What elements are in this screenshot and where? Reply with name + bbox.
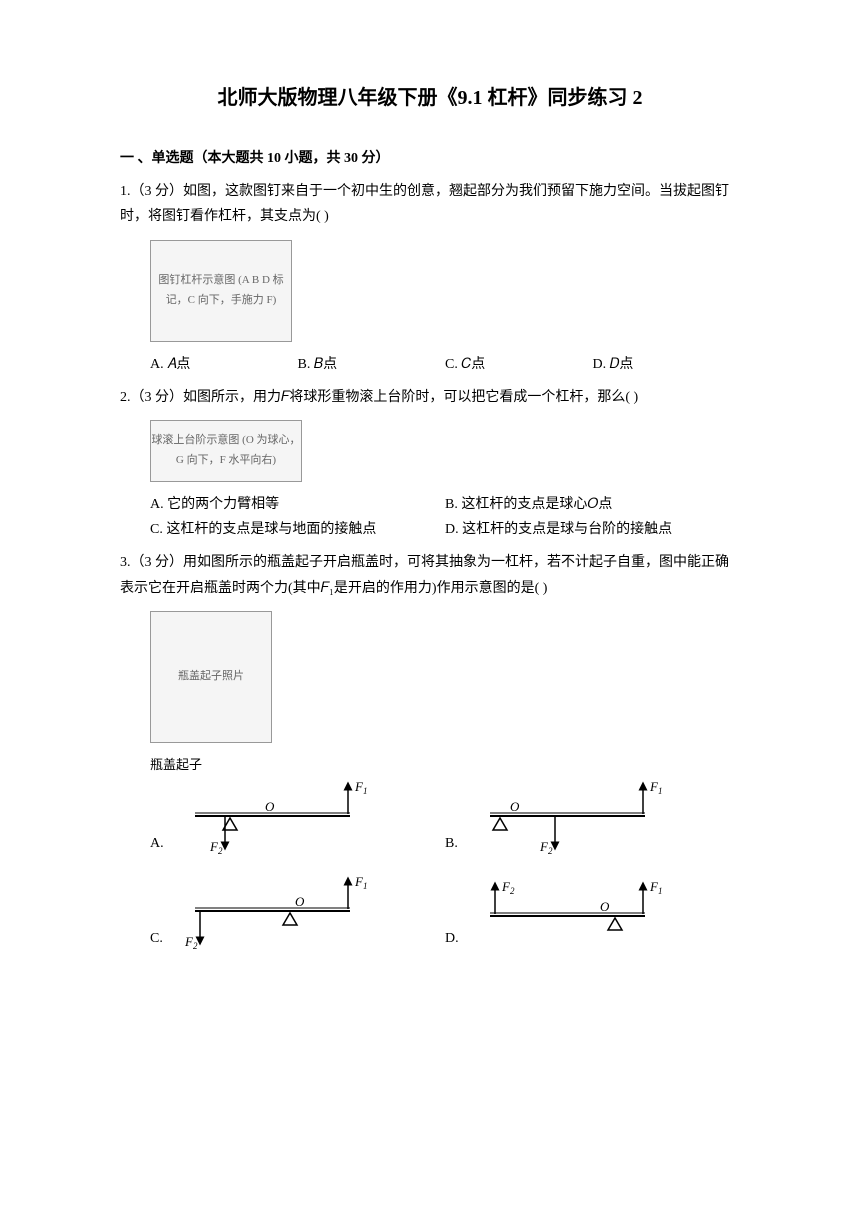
svg-text:O: O	[295, 894, 305, 909]
lever-diagram-B: O F1 F2	[470, 776, 670, 856]
lever-diagram-C: O F1 F2	[175, 871, 375, 951]
svg-text:O: O	[510, 799, 520, 814]
svg-text:F1: F1	[354, 874, 367, 891]
q3-label-B: B.	[445, 831, 470, 856]
lever-diagram-A: O F1 F2	[175, 776, 375, 856]
q1-options: A. 𝐴点 B. 𝐵点 C. 𝐶点 D. 𝐷点	[150, 352, 740, 377]
q3-label-A: A.	[150, 831, 175, 856]
q1-optB[interactable]: B. 𝐵点	[298, 352, 446, 377]
q1-text: 1.（3 分）如图，这款图钉来自于一个初中生的创意，翘起部分为我们预留下施力空间…	[120, 179, 740, 229]
q2-figure: 球滚上台阶示意图 (O 为球心，G 向下，F 水平向右)	[150, 420, 302, 482]
q3-label-D: D.	[445, 926, 470, 951]
q3-options-grid: A. O F1 F2 B. O F1	[150, 776, 740, 966]
q3-cell-B[interactable]: B. O F1 F2	[445, 776, 740, 856]
svg-text:F2: F2	[209, 839, 223, 856]
page-title: 北师大版物理八年级下册《9.1 杠杆》同步练习 2	[120, 80, 740, 116]
q2-optC[interactable]: C. 这杠杆的支点是球与地面的接触点	[150, 517, 445, 542]
svg-text:F2: F2	[539, 839, 553, 856]
svg-text:O: O	[265, 799, 275, 814]
q3-label-C: C.	[150, 926, 175, 951]
svg-text:O: O	[600, 899, 610, 914]
q3-figure: 瓶盖起子照片	[150, 611, 272, 743]
svg-text:F1: F1	[649, 779, 662, 796]
section-header: 一 、单选题（本大题共 10 小题，共 30 分）	[120, 146, 740, 171]
q1-figure: 图钉杠杆示意图 (A B D 标记，C 向下，手施力 F)	[150, 240, 292, 342]
q3-cell-A[interactable]: A. O F1 F2	[150, 776, 445, 856]
q1-optD[interactable]: D. 𝐷点	[593, 352, 741, 377]
q1-optC[interactable]: C. 𝐶点	[445, 352, 593, 377]
q2-optA[interactable]: A. 它的两个力臂相等	[150, 492, 445, 517]
svg-text:F2: F2	[184, 934, 198, 951]
q1-optA[interactable]: A. 𝐴点	[150, 352, 298, 377]
svg-text:F1: F1	[354, 779, 367, 796]
svg-text:F1: F1	[649, 879, 662, 896]
q3-cell-C[interactable]: C. O F1 F2	[150, 871, 445, 951]
q2-optB[interactable]: B. 这杠杆的支点是球心𝑂点	[445, 492, 740, 517]
lever-diagram-D: O F1 F2	[470, 871, 670, 951]
svg-text:F2: F2	[501, 879, 515, 896]
q3-text: 3.（3 分）用如图所示的瓶盖起子开启瓶盖时，可将其抽象为一杠杆，若不计起子自重…	[120, 550, 740, 600]
q3-figure-caption: 瓶盖起子	[150, 753, 740, 776]
q2-optD[interactable]: D. 这杠杆的支点是球与台阶的接触点	[445, 517, 740, 542]
q2-options: A. 它的两个力臂相等 B. 这杠杆的支点是球心𝑂点 C. 这杠杆的支点是球与地…	[150, 492, 740, 542]
q2-text: 2.（3 分）如图所示，用力𝐹将球形重物滚上台阶时，可以把它看成一个杠杆，那么(…	[120, 385, 740, 410]
q3-cell-D[interactable]: D. O F1 F2	[445, 871, 740, 951]
